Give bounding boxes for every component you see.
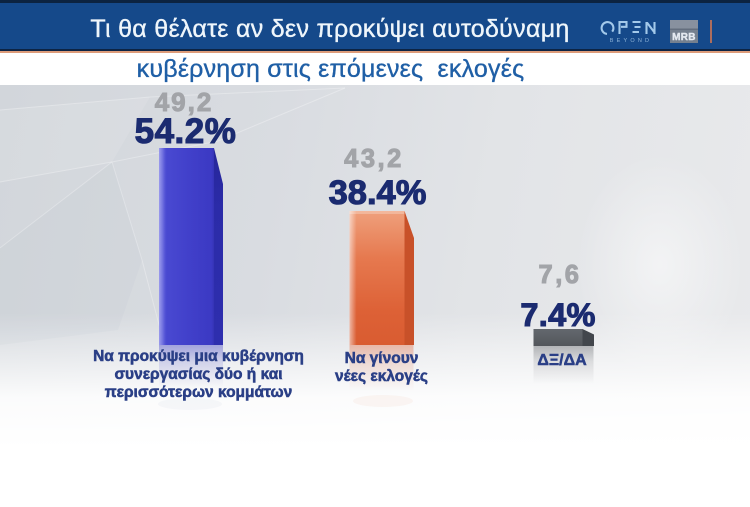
svg-text:BEYOND: BEYOND (610, 38, 652, 44)
